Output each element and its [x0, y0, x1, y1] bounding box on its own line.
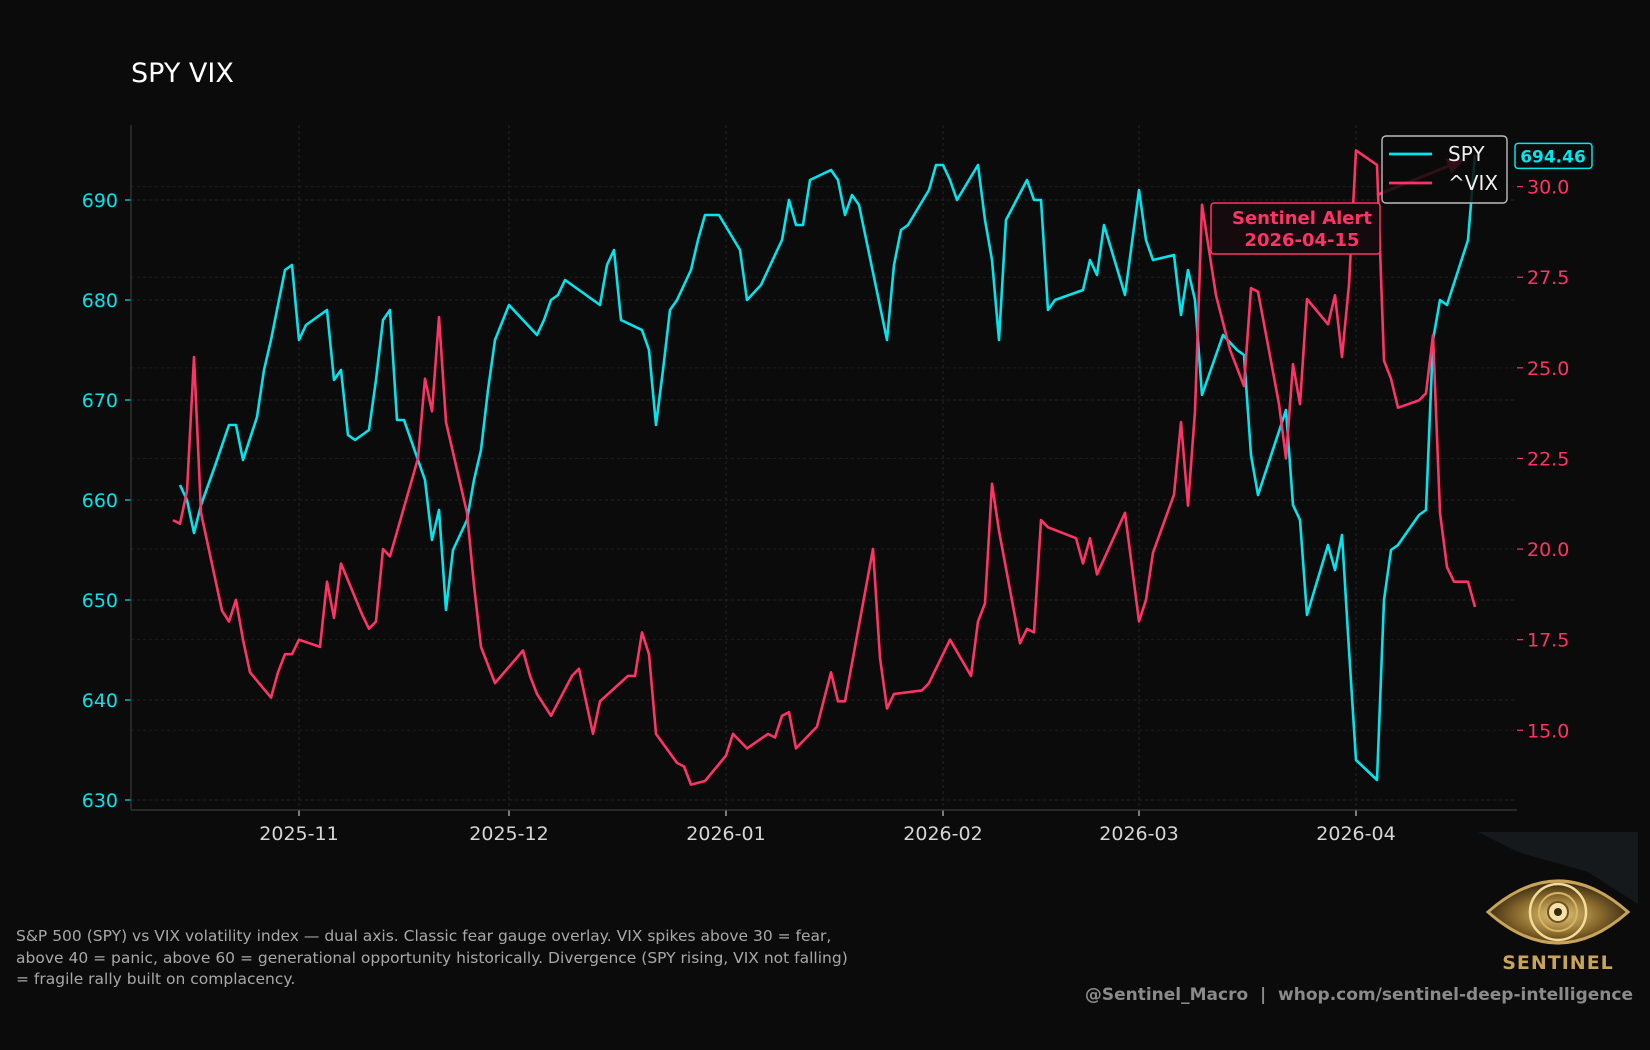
x-tick-label: 2026-02 — [903, 823, 982, 845]
axes: 2025-11 2025-12 2026-01 2026-02 2026-03 2026-… — [82, 125, 1569, 845]
y-left-tick-label: 640 — [82, 690, 118, 712]
logo-wordmark: SENTINEL — [1502, 952, 1614, 974]
legend-label: SPY — [1448, 142, 1485, 166]
sentinel-logo: SENTINEL — [1478, 832, 1638, 982]
series-line-vix — [172, 149, 1477, 786]
legend: SPY ^VIX — [1381, 135, 1508, 204]
annotation-text: Sentinel Alert — [1232, 208, 1372, 229]
y-right-tick-label: 30.0 — [1527, 177, 1569, 199]
x-tick-label: 2026-03 — [1099, 823, 1178, 845]
series-line-spy — [178, 155, 1477, 782]
x-tick-label: 2026-04 — [1316, 823, 1395, 845]
annotation-box — [1210, 202, 1381, 255]
y-left-tick-label: 690 — [82, 190, 118, 212]
last-value-label: 694.46 — [1520, 147, 1586, 167]
y-right-tick-label: 17.5 — [1527, 630, 1569, 652]
eye-emblem-icon — [1478, 832, 1638, 945]
attribution-link[interactable]: @Sentinel_Macro | whop.com/sentinel-deep… — [1084, 985, 1633, 1005]
y-left-tick-label: 660 — [82, 490, 118, 512]
legend-label: ^VIX — [1448, 171, 1498, 195]
y-right-tick-label: 15.0 — [1527, 720, 1569, 742]
annotation-text: 2026-04-15 — [1244, 230, 1359, 251]
chart-caption: S&P 500 (SPY) vs VIX volatility index — … — [16, 927, 848, 988]
series-lines — [172, 149, 1477, 786]
chart-title: SPY VIX — [131, 58, 234, 89]
y-right-tick-label: 27.5 — [1527, 267, 1569, 289]
y-left-tick-label: 680 — [82, 290, 118, 312]
x-tick-label: 2026-01 — [686, 823, 765, 845]
y-right-tick-label: 25.0 — [1527, 358, 1569, 380]
x-tick-label: 2025-12 — [469, 823, 548, 845]
last-value-badge — [1514, 142, 1593, 170]
y-left-tick-label: 650 — [82, 590, 118, 612]
y-right-tick-label: 20.0 — [1527, 539, 1569, 561]
y-right-tick-label: 22.5 — [1527, 448, 1569, 470]
y-left-tick-label: 670 — [82, 390, 118, 412]
x-tick-label: 2025-11 — [259, 823, 338, 845]
y-left-tick-label: 630 — [82, 790, 118, 812]
